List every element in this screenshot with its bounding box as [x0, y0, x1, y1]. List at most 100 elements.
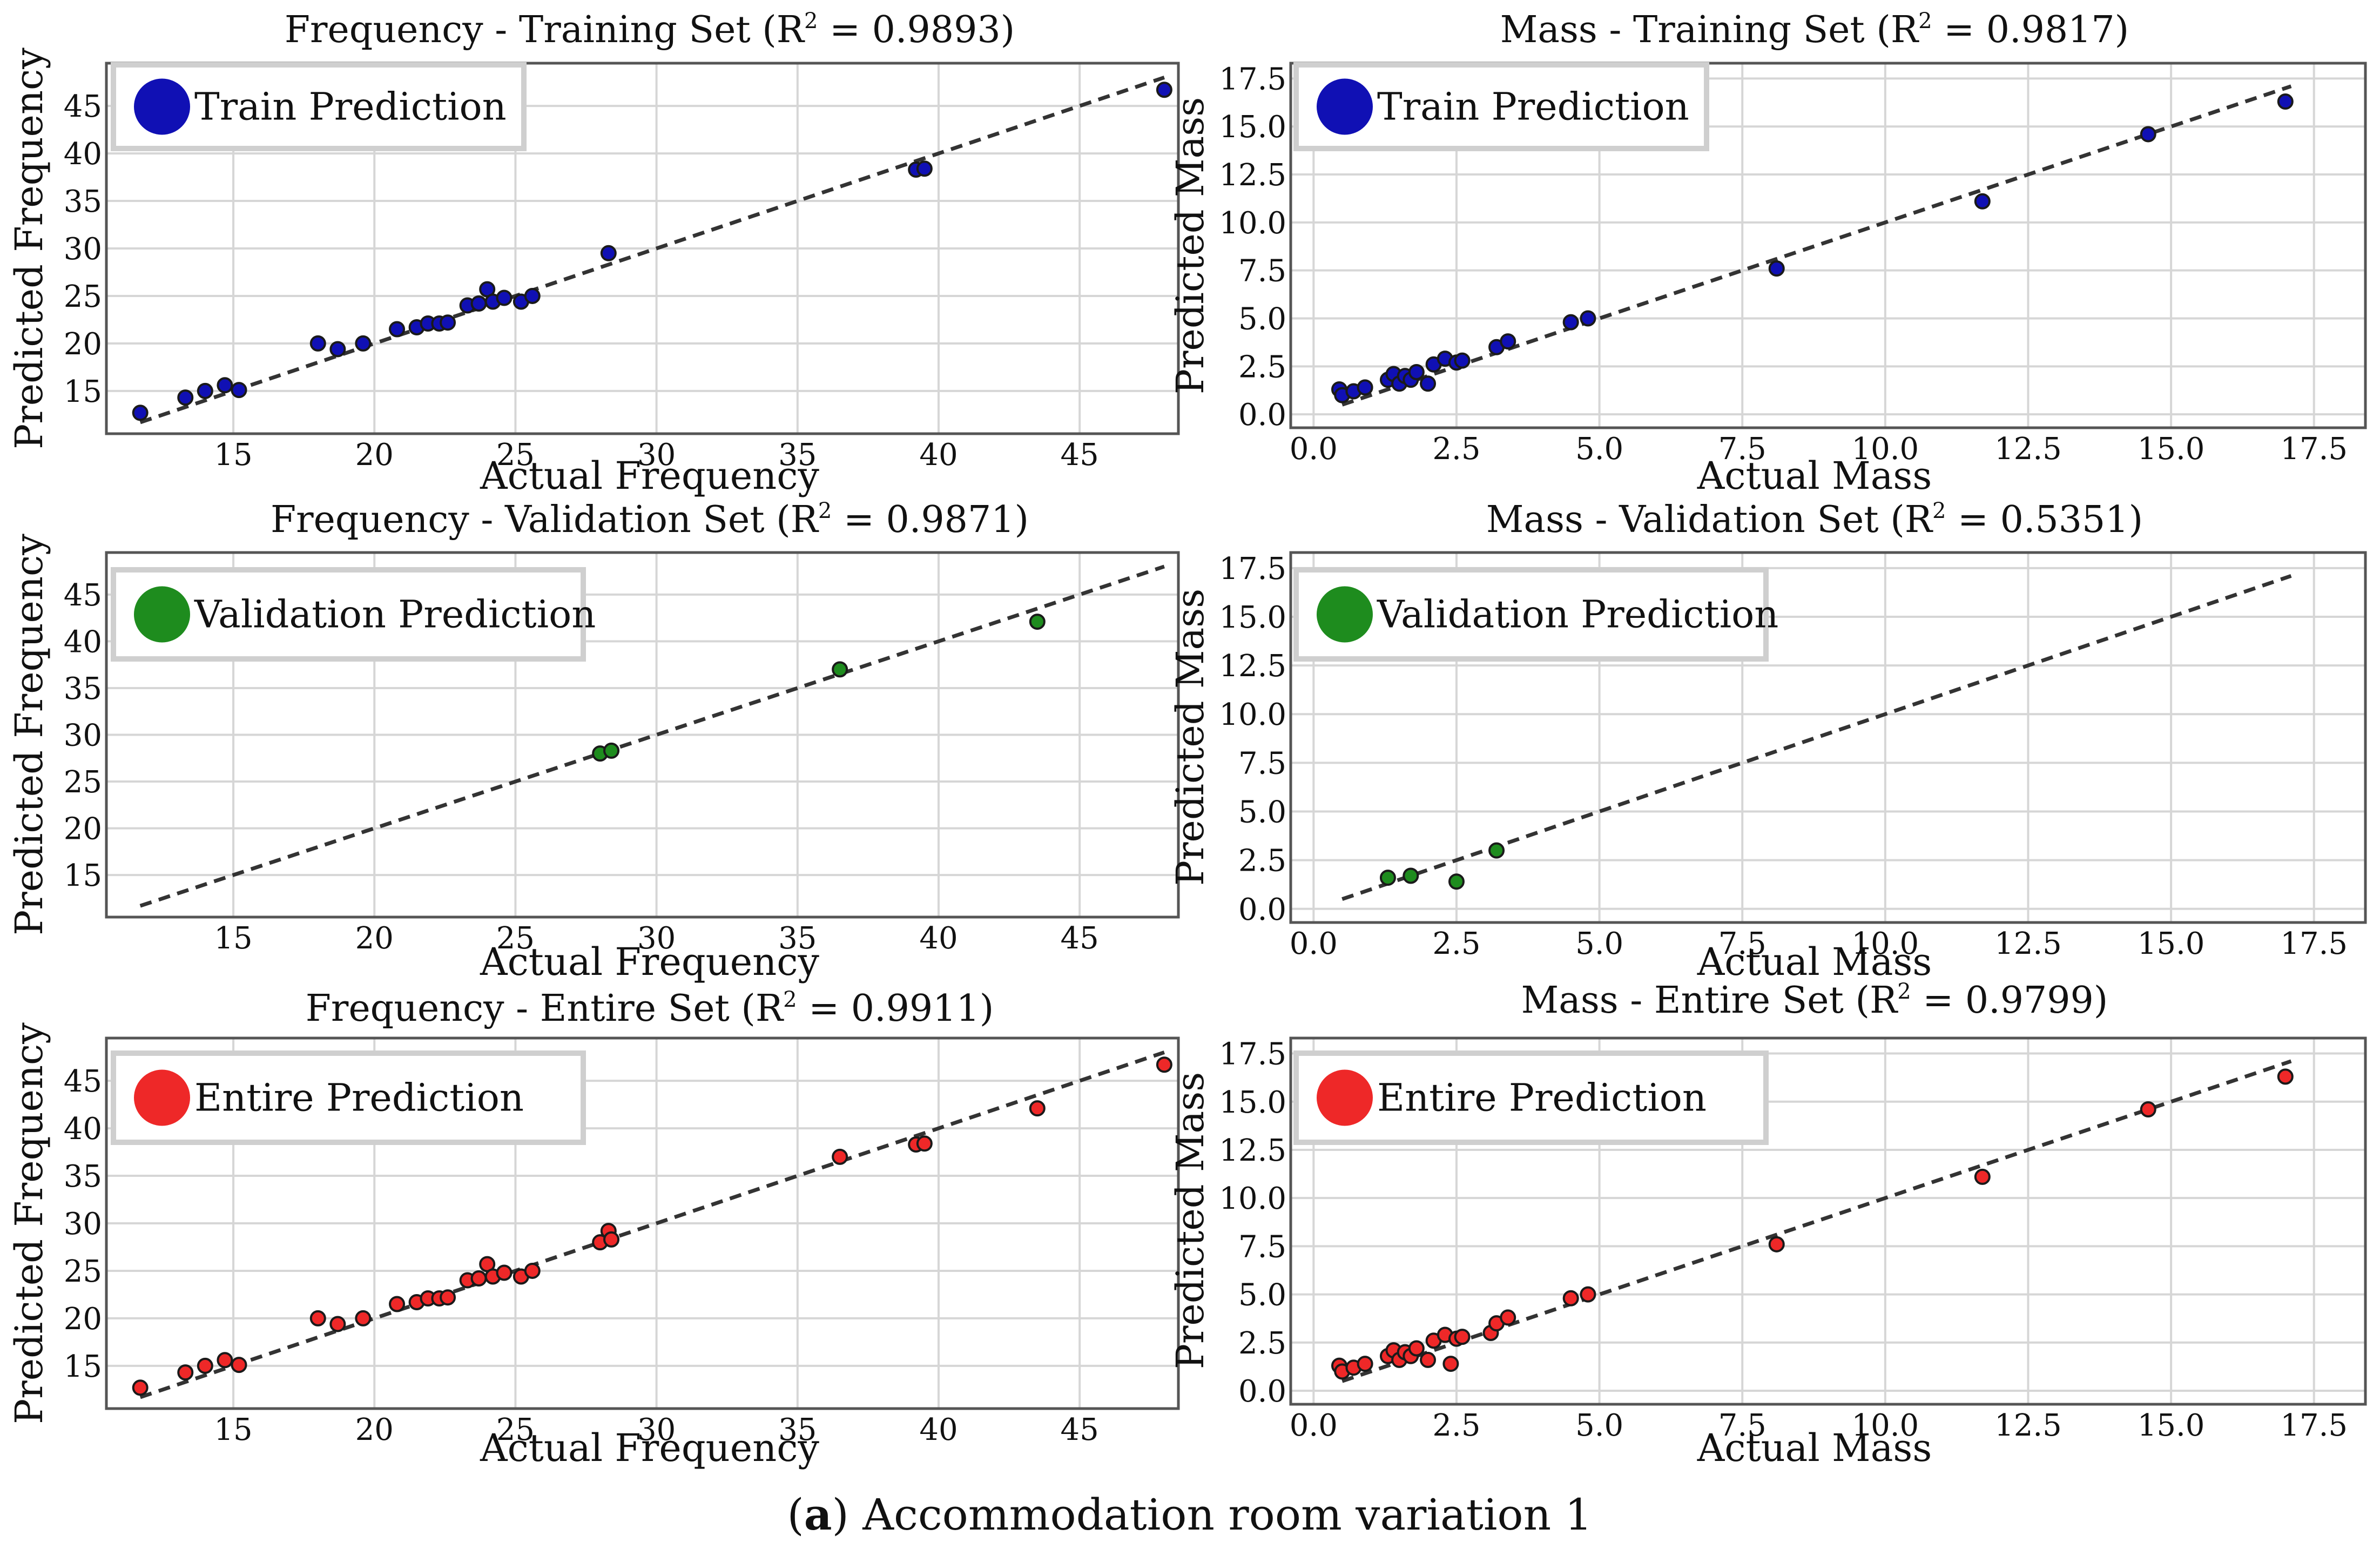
x-tick-label: 30	[637, 1412, 676, 1447]
data-point	[916, 1135, 933, 1152]
x-tick-label: 15.0	[2138, 1408, 2205, 1443]
data-point	[1500, 1309, 1516, 1326]
y-tick-label: 40	[64, 137, 102, 172]
legend-marker-icon	[1317, 1069, 1373, 1126]
x-tick-label: 2.5	[1432, 432, 1480, 467]
y-tick-label: 35	[64, 184, 102, 219]
data-point	[1029, 614, 1046, 630]
data-point	[309, 1310, 326, 1326]
data-point	[1562, 314, 1579, 331]
data-point	[1580, 1286, 1596, 1303]
plot-frame	[105, 62, 1180, 435]
x-tick-label: 15	[214, 1412, 252, 1447]
data-point	[1156, 82, 1172, 98]
data-point	[1442, 1356, 1459, 1372]
y-tick-label: 15	[64, 858, 102, 893]
x-tick-label: 20	[355, 1412, 394, 1447]
y-axis-label: Predicted Frequency	[7, 48, 51, 449]
data-point	[1408, 363, 1425, 380]
y-tick-label: 25	[64, 1254, 102, 1289]
y-tick-label: 15	[64, 374, 102, 409]
y-tick-label: 45	[64, 1064, 102, 1099]
data-point	[832, 1148, 848, 1165]
data-point	[603, 742, 620, 759]
data-point	[389, 321, 406, 338]
data-point	[1408, 1340, 1425, 1357]
data-point	[217, 1352, 233, 1369]
legend-box	[111, 1050, 586, 1145]
data-point	[309, 335, 326, 352]
y-tick-label: 15	[64, 1349, 102, 1384]
y-tick-label: 20	[64, 1302, 102, 1337]
x-tick-label: 20	[355, 921, 394, 956]
x-tick-label: 7.5	[1718, 926, 1767, 961]
subplot-mass-train: Mass - Training Set (R2 = 0.9817) 0.0 2.5 5…	[1168, 9, 2367, 498]
data-point	[1488, 842, 1505, 859]
data-point	[470, 295, 487, 312]
x-tick-label: 0.0	[1290, 432, 1338, 467]
data-point	[1974, 193, 1991, 210]
legend-label: Entire Prediction	[1377, 1076, 1707, 1120]
x-tick-label: 7.5	[1718, 432, 1767, 467]
data-point	[1454, 1329, 1471, 1345]
data-point	[524, 1262, 541, 1279]
legend-marker-icon	[1317, 586, 1373, 643]
y-tick-label: 30	[64, 718, 102, 753]
plot-title: Frequency - Training Set (R2 = 0.9893)	[285, 9, 1015, 51]
y-tick-label: 0.0	[1238, 398, 1286, 433]
plot-frame	[1289, 551, 2367, 924]
data-point	[1768, 260, 1785, 277]
x-tick-label: 40	[919, 1412, 958, 1447]
x-tick-label: 45	[1061, 1412, 1099, 1447]
x-tick-label: 35	[778, 1412, 817, 1447]
y-tick-label: 10.0	[1219, 206, 1286, 241]
data-point	[1448, 873, 1465, 890]
y-tick-label: 15.0	[1219, 600, 1286, 635]
y-tick-label: 10.0	[1219, 697, 1286, 732]
x-tick-label: 12.5	[1994, 1408, 2062, 1443]
y-axis-label: Predicted Mass	[1168, 589, 1212, 886]
data-point	[496, 289, 513, 306]
y-tick-label: 7.5	[1238, 746, 1286, 781]
legend-label: Train Prediction	[194, 85, 507, 129]
x-tick-label: 30	[637, 437, 676, 473]
x-tick-label: 40	[919, 437, 958, 473]
y-tick-label: 25	[64, 765, 102, 800]
x-tick-label: 17.5	[2280, 432, 2348, 467]
x-tick-label: 15	[214, 921, 252, 956]
y-tick-label: 20	[64, 327, 102, 362]
data-point	[1403, 867, 1419, 884]
plot-frame	[1289, 62, 2367, 429]
x-tick-label: 10.0	[1852, 432, 1919, 467]
x-tick-label: 45	[1061, 921, 1099, 956]
data-point	[2140, 126, 2156, 143]
x-tick-label: 20	[355, 437, 394, 473]
data-point	[1500, 333, 1516, 350]
y-axis-label: Predicted Frequency	[7, 1022, 51, 1424]
data-point	[440, 1289, 456, 1306]
y-tick-label: 17.5	[1219, 1037, 1286, 1072]
y-tick-label: 12.5	[1219, 1133, 1286, 1168]
x-tick-label: 15.0	[2138, 432, 2205, 467]
y-tick-label: 0.0	[1238, 1374, 1286, 1409]
x-tick-label: 45	[1061, 437, 1099, 473]
legend-label: Validation Prediction	[1377, 592, 1778, 637]
x-tick-label: 40	[919, 921, 958, 956]
legend-marker-icon	[134, 586, 190, 643]
ideal-fit-line	[139, 1050, 1165, 1399]
plot-title: Mass - Training Set (R2 = 0.9817)	[1500, 9, 2129, 51]
data-point	[524, 287, 541, 304]
y-tick-label: 12.5	[1219, 158, 1286, 193]
data-point	[1974, 1168, 1991, 1185]
x-tick-label: 35	[778, 437, 817, 473]
subplot-mass-entire: Mass - Entire Set (R2 = 0.9799) 0.0 2.5 5.0…	[1168, 979, 2367, 1470]
y-tick-label: 17.5	[1219, 551, 1286, 587]
data-point	[1768, 1236, 1785, 1252]
y-tick-label: 2.5	[1238, 844, 1286, 879]
x-tick-label: 15	[214, 437, 252, 473]
x-tick-label: 7.5	[1718, 1408, 1767, 1443]
y-tick-label: 30	[64, 232, 102, 267]
y-tick-label: 12.5	[1219, 649, 1286, 684]
subplot-freq-train: Frequency - Training Set (R2 = 0.9893) 15…	[7, 9, 1180, 498]
